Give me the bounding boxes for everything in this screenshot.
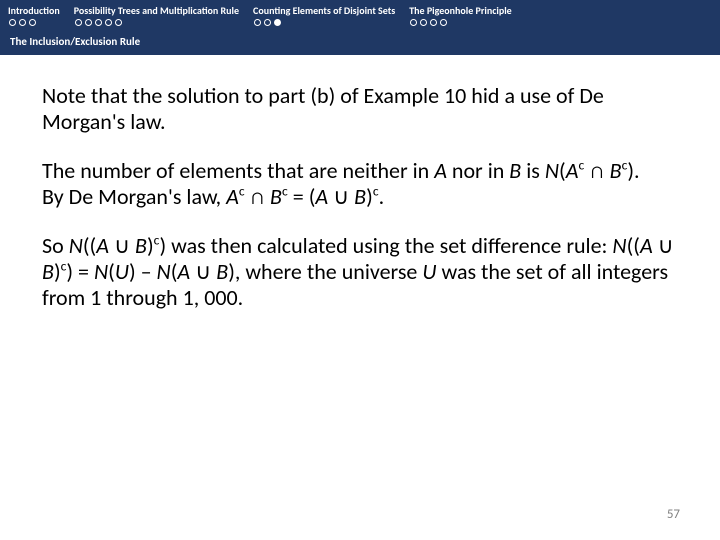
var-B: B — [42, 258, 54, 285]
paragraph-2: The number of elements that are neither … — [42, 158, 678, 211]
text: . — [634, 157, 640, 184]
dot-icon — [19, 19, 26, 26]
dot-icon — [75, 19, 82, 26]
dot-icon — [440, 19, 447, 26]
dot-icon — [85, 19, 92, 26]
cap-icon: ∩ — [589, 157, 604, 184]
var-B: B — [354, 183, 366, 210]
paragraph-3: So N((A ∪ B)c) was then calculated using… — [42, 233, 678, 312]
var-A: A — [177, 258, 190, 285]
var-B: B — [509, 157, 521, 184]
paren: (( — [627, 232, 640, 259]
text: , where the universe — [235, 258, 423, 285]
var-A: A — [434, 157, 447, 184]
cap-icon: ∩ — [250, 183, 265, 210]
cup-icon: ∪ — [195, 258, 211, 285]
minus: – — [136, 258, 157, 285]
dot-icon — [105, 19, 112, 26]
progress-dots — [253, 19, 281, 26]
progress-dots — [74, 19, 122, 26]
var-U: U — [422, 258, 436, 285]
paren: ) — [147, 232, 154, 259]
var-N: N — [69, 232, 83, 259]
nav-item-counting[interactable]: Counting Elements of Disjoint Sets — [253, 4, 395, 26]
dot-icon — [410, 19, 417, 26]
var-N: N — [612, 232, 626, 259]
var-N: N — [545, 157, 559, 184]
progress-dots — [409, 19, 447, 26]
paren: ) — [54, 258, 61, 285]
nav-label: Counting Elements of Disjoint Sets — [253, 4, 395, 17]
text: So — [42, 232, 69, 259]
sup-c: c — [239, 183, 245, 200]
var-B: B — [270, 183, 282, 210]
page-number: 57 — [667, 507, 680, 522]
eq: = — [288, 183, 309, 210]
paren: ) — [366, 183, 373, 210]
var-A: A — [315, 183, 328, 210]
var-A: A — [640, 232, 653, 259]
progress-dots — [8, 19, 36, 26]
cup-icon: ∪ — [658, 232, 674, 259]
nav-bar: Introduction Possibility Trees and Multi… — [0, 0, 720, 28]
dot-icon — [430, 19, 437, 26]
dot-icon — [264, 19, 271, 26]
nav-label: Introduction — [8, 4, 60, 17]
sub-nav-bar: The Inclusion/Exclusion Rule — [0, 28, 720, 55]
var-B: B — [135, 232, 147, 259]
var-A: A — [566, 157, 579, 184]
var-N: N — [157, 258, 171, 285]
cup-icon: ∪ — [333, 183, 349, 210]
paren: (( — [83, 232, 96, 259]
paren: ( — [559, 157, 566, 184]
var-B: B — [610, 157, 622, 184]
dot-icon — [254, 19, 261, 26]
text: . — [379, 183, 385, 210]
text: was then calculated using the set differ… — [166, 232, 612, 259]
paragraph-1: Note that the solution to part (b) of Ex… — [42, 83, 678, 136]
nav-item-pigeonhole[interactable]: The Pigeonhole Principle — [409, 4, 512, 26]
dot-icon — [29, 19, 36, 26]
paren: ) — [129, 258, 136, 285]
text: The number of elements that are neither … — [42, 157, 434, 184]
dot-icon — [115, 19, 122, 26]
var-N: N — [94, 258, 108, 285]
dot-icon — [420, 19, 427, 26]
text: By De Morgan's law, — [42, 183, 226, 210]
paren: ) — [228, 258, 235, 285]
var-A: A — [96, 232, 109, 259]
sup-c: c — [578, 156, 584, 173]
dot-icon — [9, 19, 16, 26]
cup-icon: ∪ — [114, 232, 130, 259]
nav-label: Possibility Trees and Multiplication Rul… — [74, 4, 239, 17]
text: nor in — [447, 157, 509, 184]
dot-icon — [95, 19, 102, 26]
paren: ( — [108, 258, 115, 285]
var-A: A — [226, 183, 239, 210]
var-B: B — [216, 258, 228, 285]
nav-item-introduction[interactable]: Introduction — [8, 4, 60, 26]
nav-item-possibility[interactable]: Possibility Trees and Multiplication Rul… — [74, 4, 239, 26]
eq: = — [73, 258, 94, 285]
dot-icon — [274, 19, 281, 26]
sub-nav-label: The Inclusion/Exclusion Rule — [10, 35, 140, 48]
nav-label: The Pigeonhole Principle — [409, 4, 512, 17]
var-U: U — [115, 258, 129, 285]
text: Note that the solution to part (b) of Ex… — [42, 82, 604, 135]
slide-content: Note that the solution to part (b) of Ex… — [0, 55, 720, 312]
text: is — [521, 157, 545, 184]
